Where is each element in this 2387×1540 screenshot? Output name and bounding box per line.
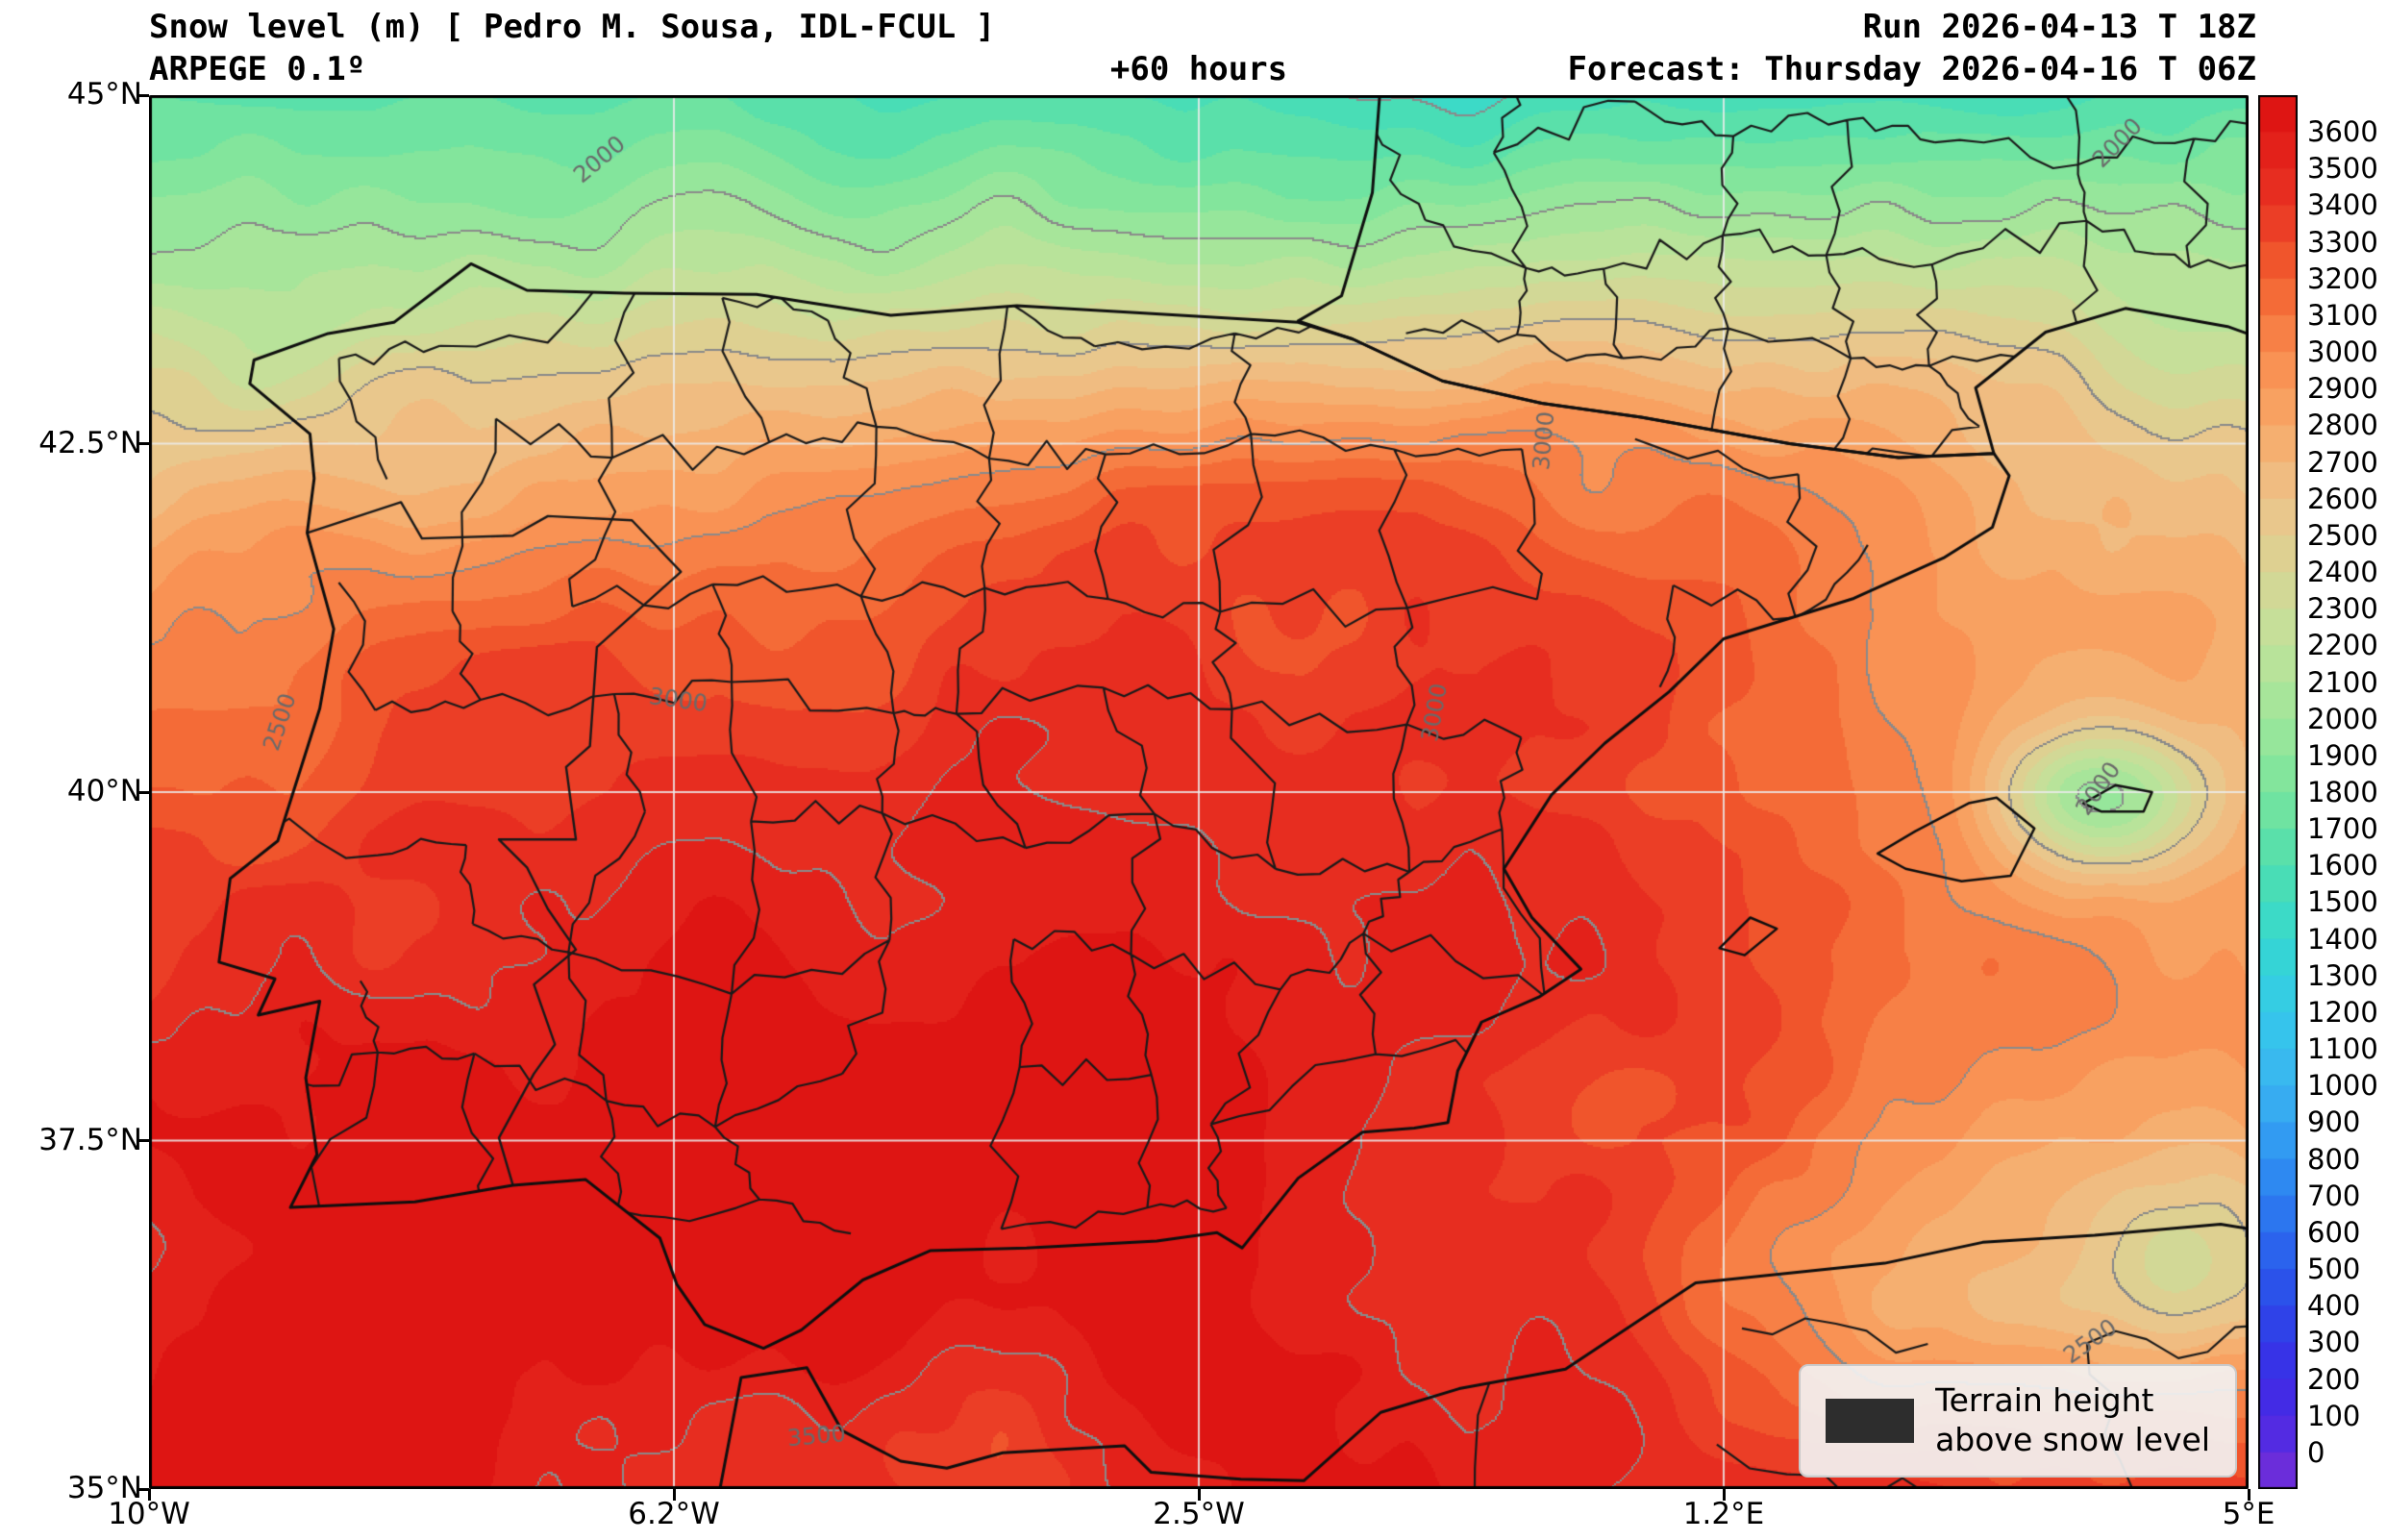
colorbar-tick-label: 1800	[2307, 776, 2378, 808]
colorbar-tick-label: 2700	[2307, 445, 2378, 479]
legend-line1: Terrain height	[1935, 1381, 2154, 1420]
lon-tick-mark	[147, 1489, 151, 1501]
lat-tick-mark	[137, 1487, 149, 1491]
lon-tick-label: 10°W	[108, 1497, 190, 1531]
colorbar-tick-label: 1200	[2307, 995, 2378, 1029]
lon-tick-label: 2.5°W	[1153, 1497, 1245, 1531]
colorbar-tick-label: 2600	[2307, 482, 2378, 515]
lat-tick-label: 42.5°N	[38, 425, 142, 460]
colorbar-tick-label: 3400	[2307, 188, 2378, 222]
page-title: Snow level (m) [ Pedro M. Sousa, IDL-FCU…	[149, 8, 996, 46]
colorbar-tick-label: 200	[2307, 1362, 2361, 1396]
lon-tick-mark	[2247, 1489, 2250, 1501]
colorbar-tick-label: 2500	[2307, 518, 2378, 552]
colorbar-tick-label: 1300	[2307, 958, 2378, 992]
colorbar-tick-label: 2400	[2307, 556, 2378, 589]
lat-tick-mark	[137, 93, 149, 97]
lat-tick-mark	[137, 790, 149, 794]
map-legend: Terrain height above snow level	[1799, 1364, 2237, 1478]
colorbar-tick-label: 600	[2307, 1215, 2361, 1249]
lat-tick-label: 40°N	[66, 774, 142, 808]
terrain-height-swatch	[1826, 1399, 1915, 1444]
colorbar-tick-label: 1400	[2307, 922, 2378, 956]
colorbar-tick-label: 1900	[2307, 738, 2378, 772]
legend-text: Terrain height above snow level	[1935, 1381, 2210, 1460]
colorbar-tick-label: 1600	[2307, 849, 2378, 882]
colorbar-tick-label: 100	[2307, 1399, 2361, 1432]
lat-tick-label: 45°N	[66, 77, 142, 112]
colorbar-tick-label: 300	[2307, 1326, 2361, 1359]
colorbar-tick-label: 0	[2307, 1435, 2325, 1469]
forecast-label: Forecast: Thursday 2026-04-16 T 06Z	[1567, 50, 2256, 88]
colorbar-tick-label: 2300	[2307, 592, 2378, 626]
lon-tick-mark	[672, 1489, 676, 1501]
snow-level-map-canvas	[149, 95, 2249, 1489]
colorbar-tick-label: 3000	[2307, 335, 2378, 369]
colorbar-tick-label: 2800	[2307, 409, 2378, 442]
colorbar-tick-label: 1700	[2307, 812, 2378, 846]
colorbar-tick-label: 400	[2307, 1289, 2361, 1323]
map-plot-area: Terrain height above snow level	[149, 95, 2249, 1489]
lon-tick-label: 1.2°E	[1682, 1497, 1765, 1531]
lat-tick-mark	[137, 442, 149, 445]
colorbar-tick-label: 700	[2307, 1179, 2361, 1212]
colorbar-tick-label: 2900	[2307, 372, 2378, 406]
legend-line2: above snow level	[1935, 1421, 2210, 1459]
lon-tick-label: 5°E	[2222, 1497, 2275, 1531]
lat-tick-label: 35°N	[66, 1471, 142, 1505]
colorbar-tick-label: 2200	[2307, 629, 2378, 662]
colorbar-tick-label: 2100	[2307, 665, 2378, 699]
colorbar-tick-label: 1100	[2307, 1032, 2378, 1066]
lon-tick-mark	[1722, 1489, 1726, 1501]
lon-tick-label: 6.2°W	[628, 1497, 720, 1531]
lat-tick-mark	[137, 1139, 149, 1142]
colorbar	[2258, 95, 2298, 1489]
colorbar-tick-label: 800	[2307, 1142, 2361, 1176]
colorbar-tick-label: 3200	[2307, 261, 2378, 295]
model-label: ARPEGE 0.1º	[149, 50, 366, 88]
colorbar-tick-label: 3500	[2307, 152, 2378, 186]
colorbar-tick-label: 3300	[2307, 225, 2378, 259]
lon-tick-mark	[1197, 1489, 1201, 1501]
colorbar-tick-label: 1000	[2307, 1069, 2378, 1103]
colorbar-tick-label: 500	[2307, 1253, 2361, 1286]
colorbar-tick-label: 2000	[2307, 702, 2378, 735]
run-label: Run 2026-04-13 T 18Z	[1862, 8, 2256, 46]
colorbar-tick-label: 1500	[2307, 885, 2378, 919]
lat-tick-label: 37.5°N	[38, 1122, 142, 1157]
colorbar-tick-label: 3600	[2307, 115, 2378, 149]
colorbar-tick-label: 900	[2307, 1105, 2361, 1139]
colorbar-tick-label: 3100	[2307, 298, 2378, 332]
